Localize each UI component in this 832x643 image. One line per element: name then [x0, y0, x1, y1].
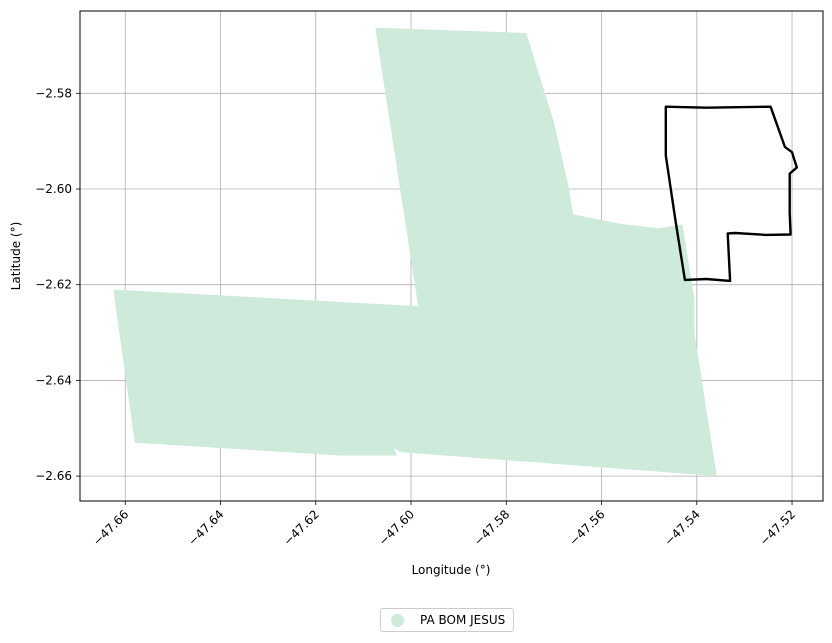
- x-tick-label: −47.64: [185, 507, 226, 548]
- x-tick-label: −47.54: [662, 507, 703, 548]
- y-axis-label: Latitude (°): [9, 222, 23, 291]
- x-tick-label: −47.58: [471, 507, 512, 548]
- y-tick-label: −2.66: [35, 469, 72, 483]
- boundary-outline: [664, 105, 798, 283]
- legend-label: PA BOM JESUS: [420, 613, 506, 627]
- x-tick-label: −47.60: [376, 507, 417, 548]
- y-tick-label: −2.62: [35, 278, 72, 292]
- legend-marker: [391, 613, 404, 627]
- region-polygon: [113, 27, 717, 477]
- y-tick-label: −2.60: [35, 182, 72, 196]
- x-tick-label: −47.62: [281, 507, 322, 548]
- plot-frame: [79, 10, 824, 502]
- y-axis-ticks: −2.58 −2.60 −2.62 −2.64 −2.66: [35, 86, 80, 483]
- x-tick-label: −47.52: [757, 507, 798, 548]
- legend: PA BOM JESUS: [380, 608, 515, 632]
- x-tick-label: −47.56: [566, 507, 607, 548]
- x-tick-label: −47.66: [90, 507, 131, 548]
- y-tick-label: −2.64: [35, 373, 72, 387]
- x-axis-label: Longitude (°): [412, 563, 491, 577]
- y-tick-label: −2.58: [35, 86, 72, 100]
- x-axis-ticks: −47.66 −47.64 −47.62 −47.60 −47.58 −47.56 −47.…: [90, 501, 798, 549]
